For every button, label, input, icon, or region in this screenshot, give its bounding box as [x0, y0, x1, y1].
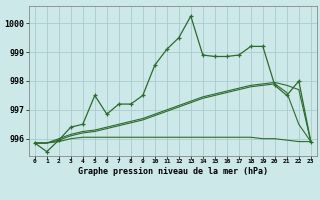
X-axis label: Graphe pression niveau de la mer (hPa): Graphe pression niveau de la mer (hPa) — [78, 167, 268, 176]
